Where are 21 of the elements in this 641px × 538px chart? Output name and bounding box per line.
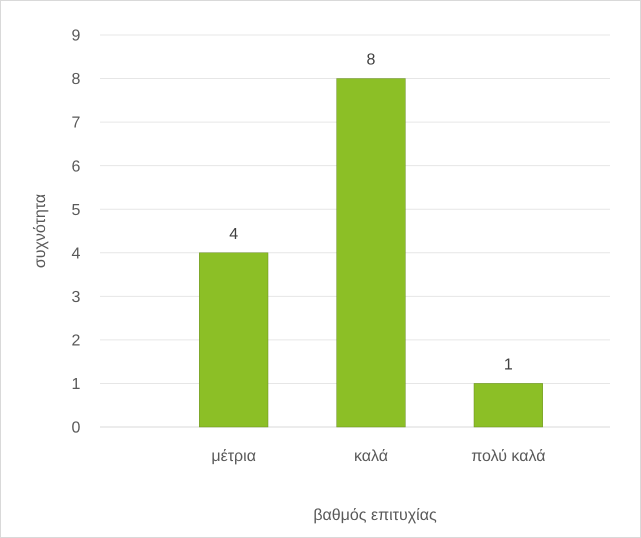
data-label: 8 <box>366 52 376 69</box>
data-label: 1 <box>504 356 513 374</box>
y-tick-label: 1 <box>72 376 81 394</box>
data-label: 4 <box>229 226 238 243</box>
y-tick-label: 7 <box>72 114 81 132</box>
y-tick-label: 2 <box>72 332 81 350</box>
x-tick-label: πολύ καλά <box>471 448 546 465</box>
y-tick-label: 9 <box>72 28 81 45</box>
y-tick-label: 0 <box>72 420 81 437</box>
y-tick-label: 3 <box>72 288 81 306</box>
y-tick-label: 8 <box>72 71 81 88</box>
x-tick-label: καλά <box>354 448 388 465</box>
y-tick-label: 4 <box>72 245 81 262</box>
x-tick-label: μέτρια <box>211 448 256 465</box>
y-tick-label: 5 <box>72 202 81 219</box>
x-axis-title: βαθμός επιτυχίας <box>313 507 437 524</box>
bar <box>336 78 406 428</box>
bar <box>474 383 543 428</box>
bar <box>199 252 268 428</box>
y-axis-title: συχνότητα <box>32 194 49 268</box>
y-tick-label: 6 <box>72 158 81 176</box>
